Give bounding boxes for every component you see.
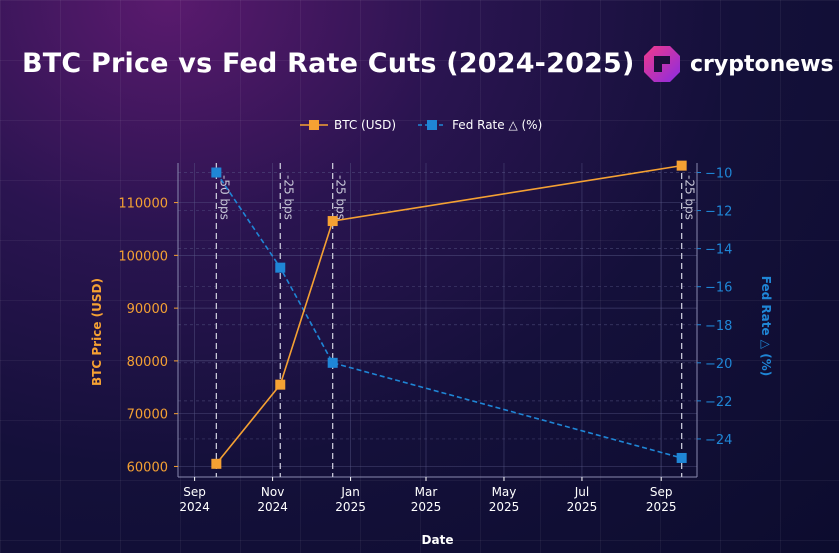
y2-tick-label: −12 (705, 205, 732, 220)
y2-axis-label: Fed Rate △ (%) (759, 276, 773, 376)
y2-tick-label: −24 (705, 433, 732, 448)
x-tick-label: 2024 (179, 500, 210, 514)
y-tick-label: 110000 (118, 197, 168, 212)
legend-item-btc: BTC (USD) (300, 118, 396, 132)
y2-tick-label: −22 (705, 395, 732, 410)
x-tick-label: Sep (650, 485, 673, 499)
btc-price-line (215, 164, 682, 465)
fed-rate-point (211, 167, 222, 178)
rate-cut-label: -50 bps (217, 175, 231, 220)
y-tick-label: 70000 (127, 408, 168, 423)
y2-tick-label: −14 (705, 243, 732, 258)
btc-price-point (211, 458, 222, 469)
y-tick-label: 100000 (118, 249, 168, 264)
legend-label-btc: BTC (USD) (334, 118, 397, 132)
legend-item-fed: Fed Rate △ (%) (418, 118, 542, 132)
y-tick-label: 90000 (127, 302, 168, 317)
legend-swatch-fed (418, 120, 447, 130)
brand: cryptonews (640, 42, 834, 86)
rate-cut-label: -25 bps (281, 175, 295, 220)
fed-rate-line (215, 172, 682, 459)
x-tick-label: Jan (340, 485, 360, 499)
legend: BTC (USD) Fed Rate △ (%) (300, 118, 564, 132)
x-tick-label: May (492, 485, 517, 499)
x-tick-label: Sep (183, 485, 206, 499)
x-tick-label: 2025 (646, 500, 677, 514)
y2-tick-label: −18 (705, 319, 732, 334)
fed-rate-point (676, 452, 687, 463)
legend-label-fed: Fed Rate △ (%) (452, 118, 543, 132)
y2-tick-label: −20 (705, 357, 732, 372)
y-tick-label: 60000 (127, 460, 168, 475)
y-tick-label: 80000 (127, 355, 168, 370)
y2-tick-label: −10 (705, 167, 732, 182)
rate-cut-label: -25 bps (683, 175, 697, 220)
x-tick-label: 2025 (489, 500, 520, 514)
cryptonews-logo-icon (644, 46, 680, 82)
x-axis-label: Date (422, 533, 454, 547)
x-tick-label: Jul (574, 485, 589, 499)
x-tick-label: 2024 (257, 500, 288, 514)
legend-swatch-btc (300, 120, 328, 130)
fed-rate-point (327, 357, 338, 368)
x-tick-label: Mar (415, 485, 438, 499)
y2-tick-label: −16 (705, 281, 732, 296)
x-tick-label: 2025 (335, 500, 366, 514)
btc-price-point (676, 160, 687, 171)
x-tick-label: Nov (261, 485, 284, 499)
brand-name: cryptonews (690, 51, 834, 77)
fed-rate-point (275, 262, 286, 273)
btc-price-point (327, 216, 338, 227)
x-tick-label: 2025 (411, 500, 442, 514)
page-title: BTC Price vs Fed Rate Cuts (2024-2025) (22, 48, 635, 79)
rate-cut-label: -25 bps (334, 175, 348, 220)
x-tick-label: 2025 (567, 500, 598, 514)
y-axis-label: BTC Price (USD) (90, 278, 104, 386)
btc-price-point (275, 379, 286, 390)
